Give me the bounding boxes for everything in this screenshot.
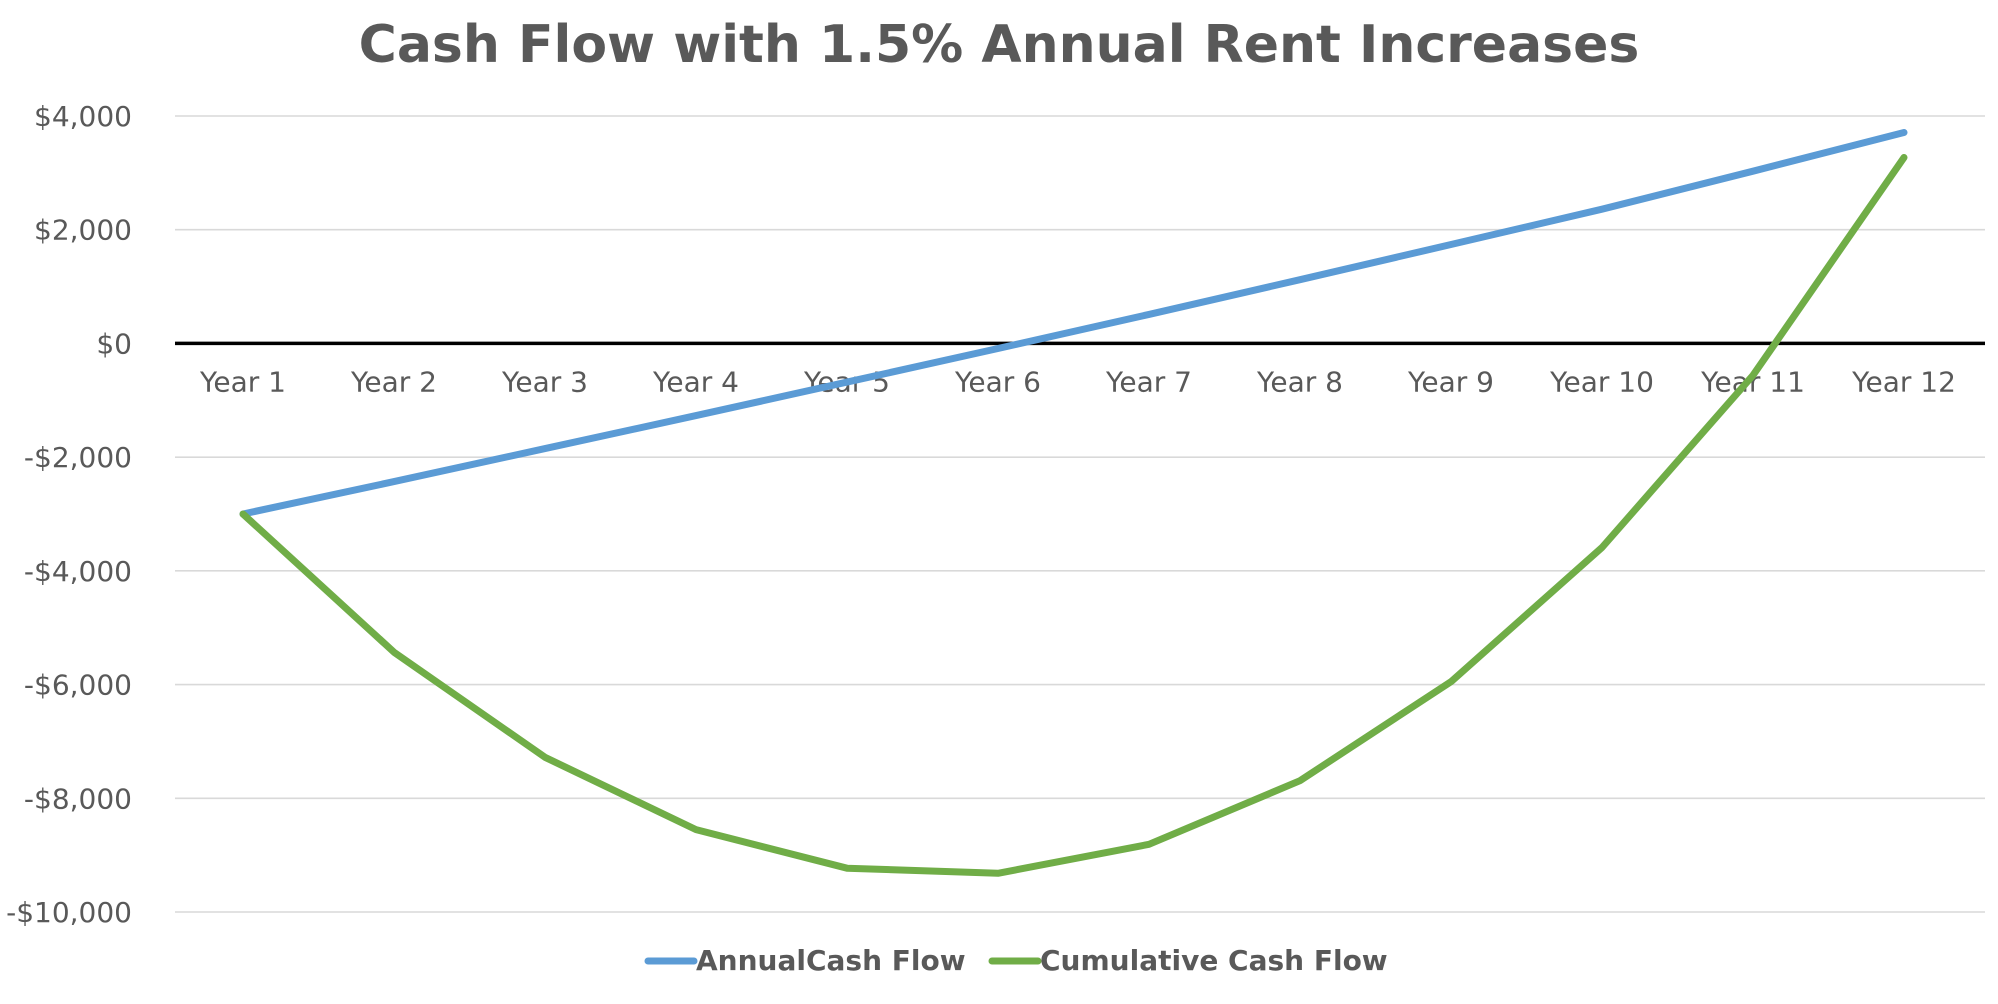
chart-title: Cash Flow with 1.5% Annual Rent Increase… <box>359 15 1640 75</box>
series-line-cumulative-cash-flow <box>239 154 1908 877</box>
gridlines <box>175 115 1985 913</box>
legend-label: Cumulative Cash Flow <box>1040 944 1388 977</box>
x-tick-label: Year 12 <box>1851 365 1956 398</box>
x-tick-label: Year 4 <box>652 365 739 398</box>
y-tick-label: $4,000 <box>34 100 132 133</box>
y-axis-ticks: $4,000 $2,000 $0 -$2,000 -$4,000 -$6,000 -$8,0… <box>6 100 132 929</box>
x-tick-label: Year 7 <box>1105 365 1192 398</box>
x-tick-label: Year 9 <box>1407 365 1494 398</box>
series-line-annual-cash-flow <box>239 129 1908 518</box>
y-tick-label: -$2,000 <box>24 441 132 474</box>
x-tick-label: Year 10 <box>1549 365 1654 398</box>
x-tick-label: Year 3 <box>501 365 588 398</box>
x-axis-ticks: Year 1 Year 2 Year 3 Year 4 Year 5 Year 6 Year… <box>199 365 1956 398</box>
legend: AnnualCash Flow Cumulative Cash Flow <box>644 944 1388 977</box>
y-tick-label: -$6,000 <box>24 669 132 702</box>
y-tick-label: $0 <box>96 327 132 360</box>
x-tick-label: Year 1 <box>199 365 286 398</box>
x-tick-label: Year 8 <box>1256 365 1343 398</box>
x-tick-label: Year 2 <box>350 365 437 398</box>
y-tick-label: -$10,000 <box>6 896 132 929</box>
legend-label: AnnualCash Flow <box>696 944 966 977</box>
y-tick-label: -$4,000 <box>24 555 132 588</box>
x-tick-label: Year 6 <box>954 365 1041 398</box>
series-lines <box>239 129 1908 877</box>
y-tick-label: -$8,000 <box>24 782 132 815</box>
y-tick-label: $2,000 <box>34 214 132 247</box>
